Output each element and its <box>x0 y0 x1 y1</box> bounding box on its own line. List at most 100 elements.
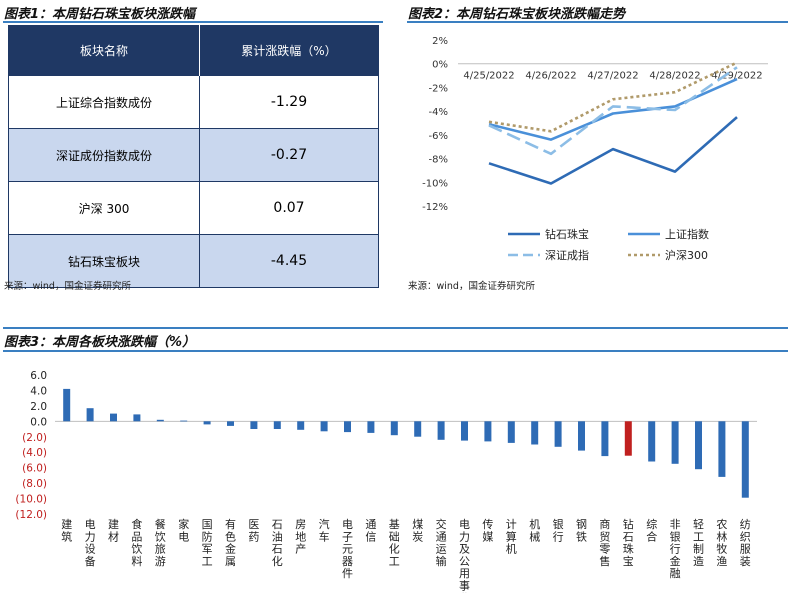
bar <box>695 421 702 470</box>
bar <box>484 421 492 442</box>
bar <box>624 421 632 456</box>
bar <box>227 421 234 426</box>
x-tick-label: 基础化工 <box>389 518 400 568</box>
x-tick-label: 医药 <box>248 518 259 543</box>
x-tick-label: 电子元器件 <box>342 518 353 580</box>
legend-label: 深证成指 <box>545 248 589 262</box>
fig1-title-rule <box>3 21 383 23</box>
x-tick-label: 交通运输 <box>436 517 447 568</box>
bar <box>203 421 211 425</box>
series-line-3 <box>488 66 738 156</box>
y-tick-label: 0.0 <box>30 416 47 428</box>
table-row: 沪深 300 0.07 <box>8 181 379 235</box>
bar <box>367 421 375 433</box>
x-tick-label: 餐饮旅游 <box>155 517 166 568</box>
row-name: 沪深 300 <box>8 181 200 235</box>
table-row: 上证综合指数成份 -1.29 <box>8 75 379 129</box>
bar <box>273 421 281 429</box>
bar <box>110 413 117 422</box>
x-tick-label: 纺织服装 <box>740 517 751 568</box>
row-value: -1.29 <box>199 75 379 129</box>
y-tick-label: (10.0) <box>15 494 47 506</box>
x-tick-label: 计算机 <box>506 518 517 556</box>
series-line-4 <box>488 61 738 133</box>
x-tick-label: 通信 <box>365 518 376 543</box>
x-tick-label: 银行 <box>553 517 564 543</box>
x-tick-label: 电力及公用事业 <box>459 518 470 593</box>
y-tick-label: 6.0 <box>30 370 47 382</box>
x-tick-label: 4/28/2022 <box>649 71 700 82</box>
table-header-row: 板块名称 累计涨跌幅（%） <box>8 25 379 76</box>
y-tick-label: -10% <box>422 178 448 189</box>
x-tick-label: 建材 <box>108 517 119 543</box>
bar <box>297 421 305 430</box>
bar <box>414 421 422 437</box>
x-tick-label: 轻工制造 <box>693 517 704 568</box>
bar <box>671 421 679 464</box>
fig3-title: 图表3：本周各板块涨跌幅（%） <box>4 335 196 350</box>
y-tick-label: (4.0) <box>22 447 47 459</box>
x-tick-label: 钻石珠宝 <box>623 517 634 568</box>
y-tick-label: -4% <box>429 107 448 118</box>
bar <box>180 420 188 422</box>
x-tick-label: 4/29/2022 <box>711 71 762 82</box>
y-tick-label: (2.0) <box>22 432 47 444</box>
x-tick-label: 汽车 <box>319 517 330 543</box>
x-tick-label: 钢铁 <box>576 518 587 543</box>
x-tick-label: 房地产 <box>295 518 306 556</box>
fig2-source: 来源：wind，国金证券研究所 <box>408 281 535 292</box>
table-row: 深证成份指数成份 -0.27 <box>8 128 379 182</box>
x-tick-label: 煤炭 <box>412 518 423 543</box>
legend-label: 钻石珠宝 <box>545 227 589 241</box>
row-name: 钻石珠宝板块 <box>8 234 200 288</box>
x-tick-label: 石油石化 <box>272 518 283 568</box>
fig1-title: 图表1：本周钻石珠宝板块涨跌幅 <box>4 7 196 22</box>
table-row: 钻石珠宝板块 -4.45 <box>8 234 379 288</box>
x-tick-label: 食品饮料 <box>131 517 142 568</box>
bar <box>133 414 141 422</box>
x-tick-label: 有色金属 <box>225 517 236 568</box>
y-tick-label: (12.0) <box>15 509 47 521</box>
fig3-title-rule <box>3 350 788 352</box>
x-tick-label: 家电 <box>178 517 189 543</box>
x-tick-label: 非银行金融 <box>670 518 681 580</box>
y-tick-label: -12% <box>422 202 448 213</box>
x-tick-label: 4/27/2022 <box>587 71 638 82</box>
fig1-table: 板块名称 累计涨跌幅（%） 上证综合指数成份 -1.29 深证成份指数成份 -0… <box>8 25 379 288</box>
fig3-top-rule <box>3 327 788 329</box>
row-value: -4.45 <box>199 234 379 288</box>
y-tick-label: 4.0 <box>30 385 47 397</box>
row-name: 上证综合指数成份 <box>8 75 200 129</box>
y-tick-label: 2% <box>432 36 448 47</box>
y-tick-label: -6% <box>429 131 448 142</box>
bar <box>601 421 609 457</box>
x-tick-label: 传媒 <box>482 518 493 543</box>
x-tick-label: 综合 <box>646 517 657 543</box>
y-tick-label: -2% <box>429 83 448 94</box>
fig2-line-chart: 2% 0% -2% -4% -6% -8% -10% -12% 4/25/2022 4/26/20… <box>422 36 768 262</box>
bar <box>63 388 71 422</box>
y-tick-label: (8.0) <box>22 478 47 490</box>
bar <box>437 421 445 440</box>
bar <box>390 421 398 436</box>
y-tick-label: 2.0 <box>30 401 47 413</box>
legend-label: 上证指数 <box>665 227 709 241</box>
bar <box>718 421 726 477</box>
bar <box>578 421 585 451</box>
fig2-title: 图表2：本周钻石珠宝板块涨跌幅走势 <box>408 7 626 22</box>
fig1-source: 来源：wind，国金证券研究所 <box>4 281 131 292</box>
y-tick-label: (6.0) <box>22 463 47 475</box>
x-tick-label: 农林牧渔 <box>716 517 727 568</box>
bar <box>86 408 94 422</box>
fig2-title-rule <box>407 21 788 23</box>
x-tick-label: 机械 <box>529 517 540 543</box>
x-tick-label: 国防军工 <box>202 518 213 568</box>
x-tick-label: 商贸零售 <box>599 517 610 568</box>
bar <box>741 421 749 498</box>
x-tick-label: 4/26/2022 <box>525 71 576 82</box>
header-cell-value: 累计涨跌幅（%） <box>199 25 379 76</box>
bar <box>250 421 258 429</box>
legend-label: 沪深300 <box>665 248 708 262</box>
bar <box>320 421 328 432</box>
